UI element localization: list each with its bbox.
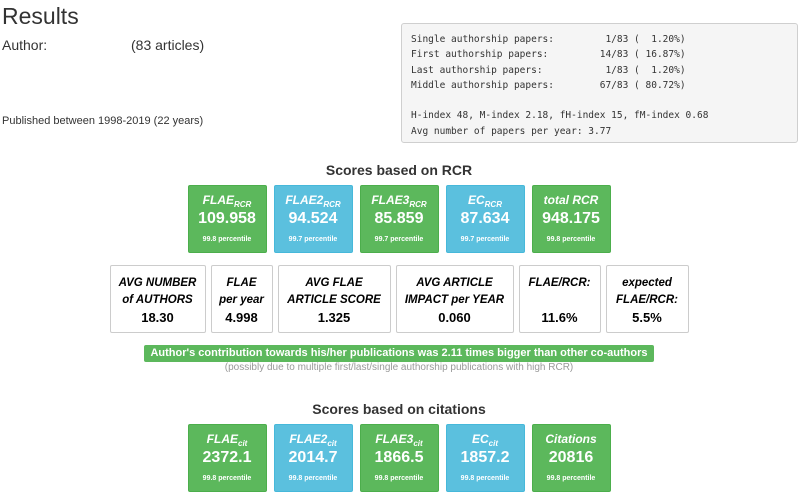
- tile-label: FLAE: [206, 432, 238, 446]
- metric-label: FLAE/RCR:: [616, 294, 678, 306]
- last-authorship-line: Last authorship papers: 1/83 ( 1.20%): [411, 64, 686, 76]
- tile-value: 1866.5: [374, 449, 424, 466]
- rcr-score-tiles: FLAERCR 109.958 99.8 percentile FLAE2RCR…: [0, 185, 798, 253]
- metric-value: 18.30: [141, 310, 174, 325]
- flae-rcr-ratio-metric: FLAE/RCR: 11.6%: [518, 265, 601, 333]
- tile-subscript: RCR: [409, 200, 427, 209]
- tile-value: 94.524: [288, 210, 338, 227]
- total-rcr-tile: total RCR 948.175 99.8 percentile: [531, 185, 611, 253]
- tile-label: FLAE3: [371, 193, 410, 207]
- tile-subscript: cit: [488, 439, 498, 448]
- tile-label: Citations: [545, 432, 597, 446]
- tile-label: EC: [467, 193, 485, 207]
- tile-percentile: 99.8 percentile: [202, 236, 252, 243]
- first-authorship-line: First authorship papers: 14/83 ( 16.87%): [411, 49, 686, 61]
- metric-value: 5.5%: [632, 310, 662, 325]
- publication-range: Published between 1998-2019 (22 years): [2, 115, 204, 127]
- metric-label: AVG NUMBER: [118, 277, 197, 289]
- flae-cit-tile: FLAEcit 2372.1 99.8 percentile: [187, 424, 267, 492]
- citations-section-title: Scores based on citations: [312, 401, 486, 417]
- tile-subscript: RCR: [323, 200, 341, 209]
- avg-papers-line: Avg number of papers per year: 3.77: [411, 125, 612, 137]
- metric-value: 1.325: [317, 310, 351, 325]
- avg-article-impact-metric: AVG ARTICLE IMPACT per YEAR 0.060: [395, 265, 514, 333]
- expected-flae-rcr-metric: expected FLAE/RCR: 5.5%: [605, 265, 689, 333]
- avg-flae-article-score-metric: AVG FLAE ARTICLE SCORE 1.325: [277, 265, 391, 333]
- metric-label: of AUTHORS: [122, 294, 193, 306]
- tile-subscript: RCR: [234, 200, 252, 209]
- avg-authors-metric: AVG NUMBER of AUTHORS 18.30: [109, 265, 206, 333]
- tile-percentile: 99.7 percentile: [460, 236, 510, 243]
- tile-label: FLAE2: [289, 432, 328, 446]
- metric-label: IMPACT per YEAR: [404, 294, 505, 306]
- citations-tile: Citations 20816 99.8 percentile: [531, 424, 611, 492]
- tile-value: 1857.2: [460, 449, 510, 466]
- tile-label: total RCR: [543, 193, 599, 207]
- tile-value: 87.634: [460, 210, 510, 227]
- tile-subscript: cit: [327, 439, 337, 448]
- page-title: Results: [2, 3, 79, 29]
- flae2-rcr-tile: FLAE2RCR 94.524 99.7 percentile: [273, 185, 353, 253]
- tile-percentile: 99.8 percentile: [546, 475, 596, 482]
- tile-label: FLAE: [202, 193, 234, 207]
- ec-cit-tile: ECcit 1857.2 99.8 percentile: [445, 424, 525, 492]
- authorship-stats-box: Single authorship papers: 1/83 ( 1.20%) …: [401, 23, 798, 143]
- metric-label: per year: [219, 294, 264, 306]
- metric-value: 4.998: [225, 310, 258, 325]
- tile-percentile: 99.8 percentile: [546, 236, 596, 243]
- metric-label: expected: [622, 277, 672, 289]
- tile-label: EC: [471, 432, 489, 446]
- metric-label: ARTICLE SCORE: [287, 294, 381, 306]
- tile-percentile: 99.8 percentile: [460, 475, 510, 482]
- tile-value: 948.175: [542, 210, 600, 227]
- metric-label: AVG FLAE: [305, 277, 363, 289]
- contribution-banner: Author's contribution towards his/her pu…: [144, 345, 654, 362]
- metric-label: FLAE/RCR:: [528, 277, 591, 289]
- article-count: (83 articles): [131, 37, 205, 53]
- flae3-cit-tile: FLAE3cit 1866.5 99.8 percentile: [359, 424, 439, 492]
- tile-subscript: RCR: [484, 200, 502, 209]
- flae-rcr-tile: FLAERCR 109.958 99.8 percentile: [187, 185, 267, 253]
- tile-percentile: 99.8 percentile: [374, 475, 424, 482]
- index-line: H-index 48, M-index 2.18, fH-index 15, f…: [411, 110, 709, 122]
- metric-value: 11.6%: [541, 310, 578, 325]
- tile-percentile: 99.8 percentile: [288, 475, 338, 482]
- metric-label: AVG ARTICLE: [416, 277, 493, 289]
- tile-percentile: 99.8 percentile: [202, 475, 252, 482]
- author-label: Author:: [2, 37, 48, 53]
- middle-authorship-line: Middle authorship papers: 67/83 ( 80.72%…: [411, 79, 686, 91]
- metric-value: 0.060: [438, 310, 471, 325]
- ec-rcr-tile: ECRCR 87.634 99.7 percentile: [445, 185, 525, 253]
- citation-score-tiles: FLAEcit 2372.1 99.8 percentile FLAE2cit …: [0, 424, 798, 492]
- tile-subscript: cit: [413, 439, 423, 448]
- tile-value: 85.859: [374, 210, 424, 227]
- contribution-note: (possibly due to multiple first/last/sin…: [224, 362, 574, 373]
- rcr-section-title: Scores based on RCR: [325, 162, 473, 178]
- metric-boxes: AVG NUMBER of AUTHORS 18.30 FLAE per year …: [0, 265, 798, 333]
- tile-value: 2372.1: [202, 449, 252, 466]
- tile-value: 20816: [548, 449, 594, 466]
- tile-value: 109.958: [198, 210, 256, 227]
- flae-per-year-metric: FLAE per year 4.998: [210, 265, 273, 333]
- tile-subscript: cit: [238, 439, 248, 448]
- flae3-rcr-tile: FLAE3RCR 85.859 99.7 percentile: [359, 185, 439, 253]
- single-authorship-line: Single authorship papers: 1/83 ( 1.20%): [411, 34, 686, 45]
- tile-value: 2014.7: [288, 449, 338, 466]
- metric-label: FLAE: [226, 277, 257, 289]
- tile-percentile: 99.7 percentile: [288, 236, 338, 243]
- tile-percentile: 99.7 percentile: [374, 236, 424, 243]
- tile-label: FLAE2: [285, 193, 324, 207]
- flae2-cit-tile: FLAE2cit 2014.7 99.8 percentile: [273, 424, 353, 492]
- tile-label: FLAE3: [375, 432, 414, 446]
